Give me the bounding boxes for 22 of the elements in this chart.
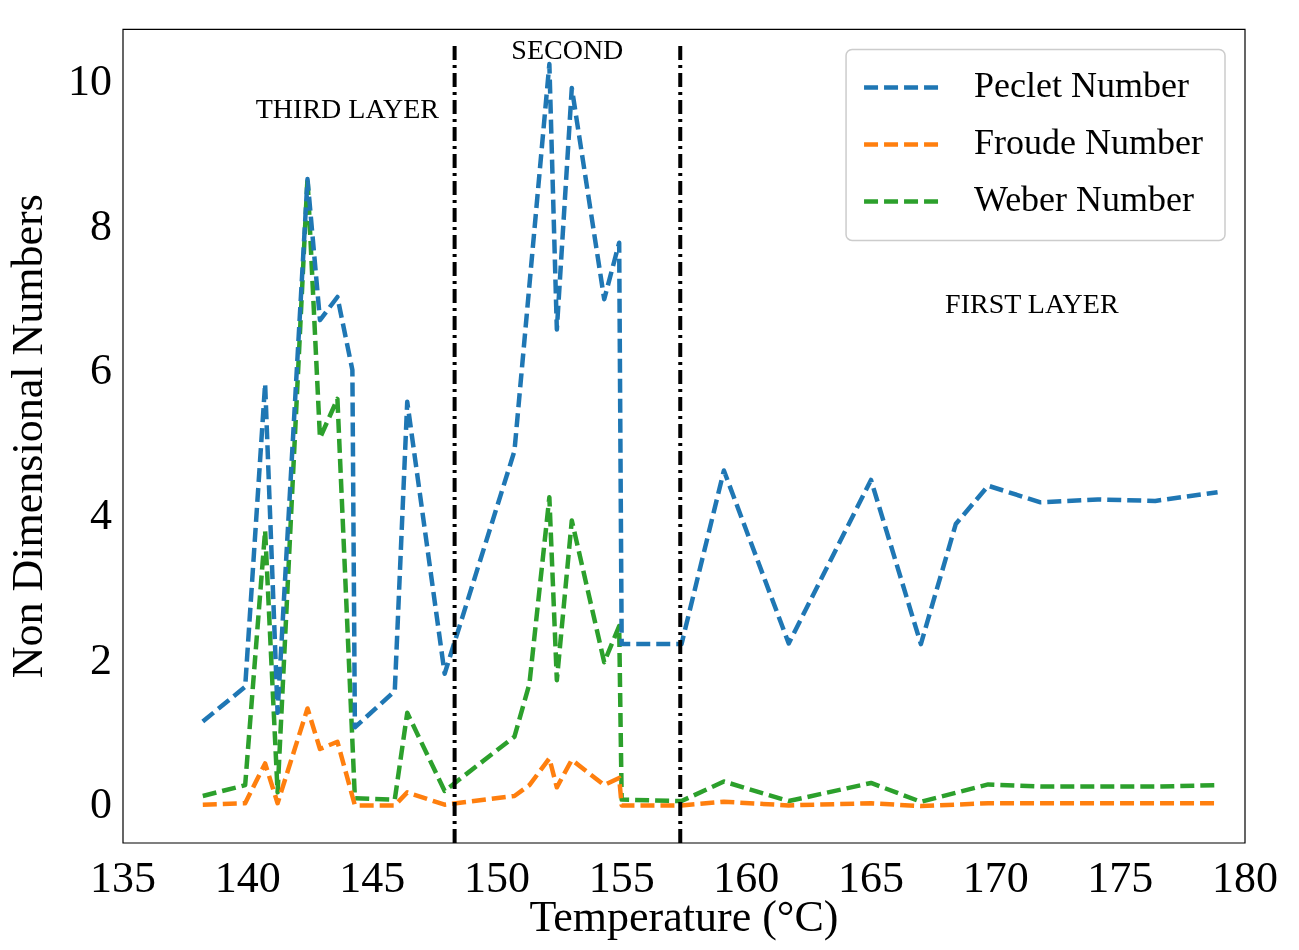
- y-tick-label: 2: [90, 634, 112, 684]
- annotation: FIRST LAYER: [945, 288, 1119, 320]
- annotation: THIRD LAYER: [255, 93, 440, 125]
- x-tick-label: 170: [962, 852, 1029, 902]
- x-tick-label: 165: [838, 852, 904, 902]
- y-tick-label: 4: [90, 490, 112, 540]
- annotation: SECOND: [511, 33, 624, 65]
- legend-label: Froude Number: [974, 121, 1204, 162]
- x-tick-label: 140: [214, 852, 281, 902]
- x-tick-label: 180: [1212, 852, 1278, 902]
- y-tick-label: 6: [90, 345, 112, 395]
- x-tick-label: 175: [1087, 852, 1154, 902]
- x-tick-label: 135: [90, 852, 156, 902]
- y-tick-label: 0: [90, 779, 112, 829]
- line-series: [200, 61, 1220, 730]
- legend-label: Weber Number: [974, 178, 1195, 219]
- x-tick-label: 145: [339, 852, 406, 902]
- y-tick-label: 10: [68, 56, 112, 106]
- y-axis-title: Non Dimensional Numbers: [2, 194, 52, 679]
- legend-label: Peclet Number: [974, 64, 1189, 105]
- x-tick-label: 150: [464, 852, 530, 902]
- y-tick-label: 8: [90, 200, 112, 250]
